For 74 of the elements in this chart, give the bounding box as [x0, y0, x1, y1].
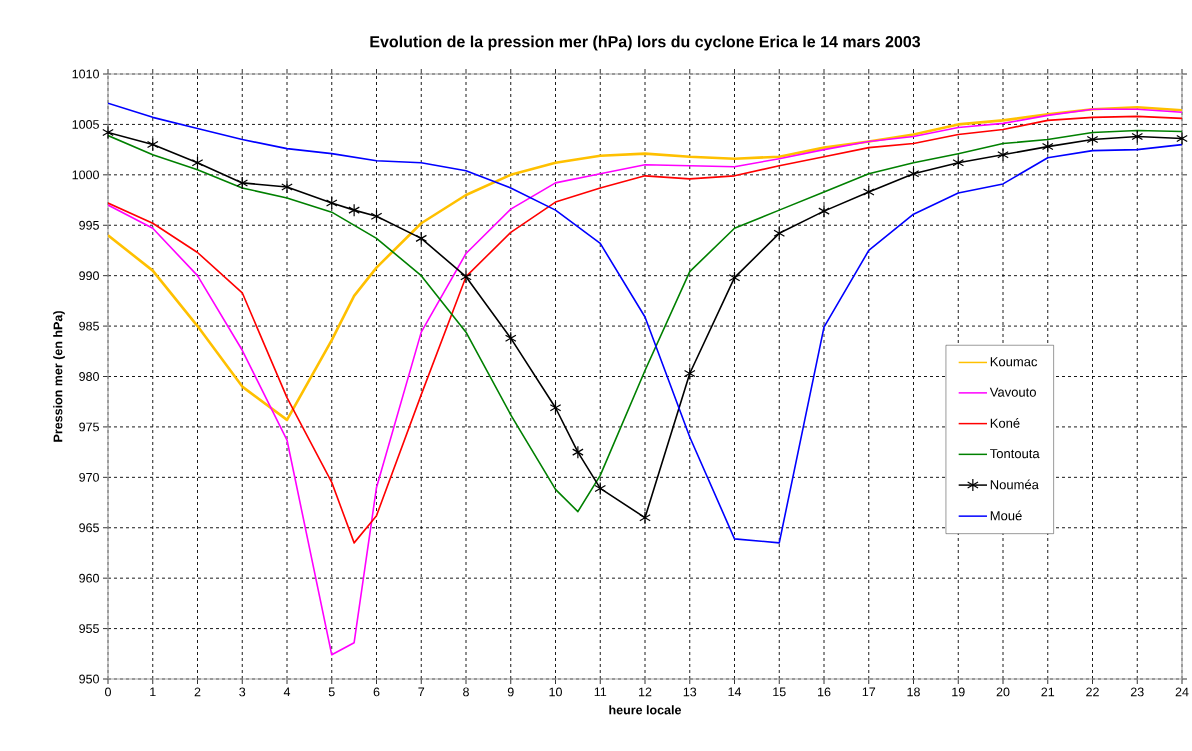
x-tick-label: 13 — [683, 687, 697, 697]
x-tick-label: 17 — [862, 687, 876, 697]
point — [102, 125, 114, 140]
legend-label: Vavouto — [989, 387, 1036, 397]
point — [504, 331, 517, 345]
x-tick-label: 6 — [373, 687, 380, 697]
legend-label: Tontouta — [990, 449, 1040, 459]
point — [236, 176, 249, 190]
x-tick-label: 5 — [328, 687, 335, 697]
point — [728, 271, 741, 285]
point — [683, 366, 696, 381]
point — [460, 270, 472, 284]
point — [325, 196, 338, 210]
x-tick-label: 15 — [773, 687, 786, 697]
x-tick-label: 10 — [549, 687, 562, 697]
point — [281, 180, 293, 194]
x-tick-label: 12 — [639, 687, 652, 697]
point — [146, 137, 159, 152]
x-axis-title: heure locale — [609, 705, 682, 715]
y-tick-label: 955 — [79, 624, 99, 634]
legend-label: Koné — [990, 418, 1020, 428]
point — [370, 209, 383, 223]
point — [1176, 131, 1188, 146]
x-tick-label: 0 — [105, 687, 111, 697]
y-tick-label: 950 — [79, 674, 99, 684]
point — [773, 226, 786, 240]
x-tick-label: 8 — [463, 687, 469, 697]
point — [1131, 129, 1144, 144]
point — [1041, 140, 1054, 154]
point — [907, 167, 920, 181]
point — [1086, 132, 1099, 147]
y-tick-label: 1005 — [72, 119, 99, 129]
x-tick-label: 21 — [1041, 687, 1055, 697]
y-tick-label: 985 — [79, 321, 99, 331]
y-tick-label: 995 — [79, 220, 99, 230]
point — [997, 148, 1009, 162]
x-tick-label: 7 — [418, 687, 425, 697]
y-tick-label: 970 — [79, 472, 99, 482]
point — [862, 185, 875, 199]
legend-label: Moué — [990, 510, 1022, 521]
x-tick-label: 20 — [996, 687, 1010, 697]
x-tick-label: 3 — [239, 687, 246, 697]
x-tick-label: 1 — [150, 687, 156, 697]
point — [191, 156, 204, 170]
y-tick-label: 980 — [79, 372, 99, 381]
legend-label: Koumac — [990, 357, 1038, 367]
y-tick-label: 960 — [79, 573, 99, 583]
x-tick-label: 19 — [952, 687, 965, 697]
y-tick-label: 990 — [79, 271, 99, 281]
point — [594, 481, 607, 496]
point — [572, 445, 584, 459]
y-tick-label: 965 — [79, 523, 99, 533]
x-tick-label: 2 — [194, 687, 201, 697]
point — [952, 156, 965, 170]
x-tick-label: 18 — [907, 687, 920, 697]
x-tick-label: 14 — [728, 687, 742, 697]
legend-label: Nouméa — [990, 479, 1039, 490]
x-tick-label: 22 — [1086, 687, 1099, 697]
point — [415, 231, 428, 245]
point — [348, 203, 360, 217]
x-tick-label: 23 — [1130, 687, 1144, 697]
x-tick-label: 16 — [818, 687, 831, 697]
x-tick-label: 11 — [594, 687, 607, 697]
y-tick-label: 1000 — [72, 170, 99, 180]
point — [549, 401, 562, 415]
y-tick-label: 1010 — [72, 69, 99, 79]
x-tick-label: 24 — [1175, 687, 1189, 697]
y-axis-title: Pression mer (en hPa) — [53, 311, 65, 442]
y-tick-label: 975 — [79, 422, 99, 432]
x-tick-label: 4 — [283, 687, 291, 697]
point — [818, 204, 830, 218]
x-tick-label: 9 — [507, 687, 514, 697]
point — [639, 511, 651, 525]
chart-title: Evolution de la pression mer (hPa) lors du cyclone Erica le 14 mars 2003 — [370, 35, 921, 51]
